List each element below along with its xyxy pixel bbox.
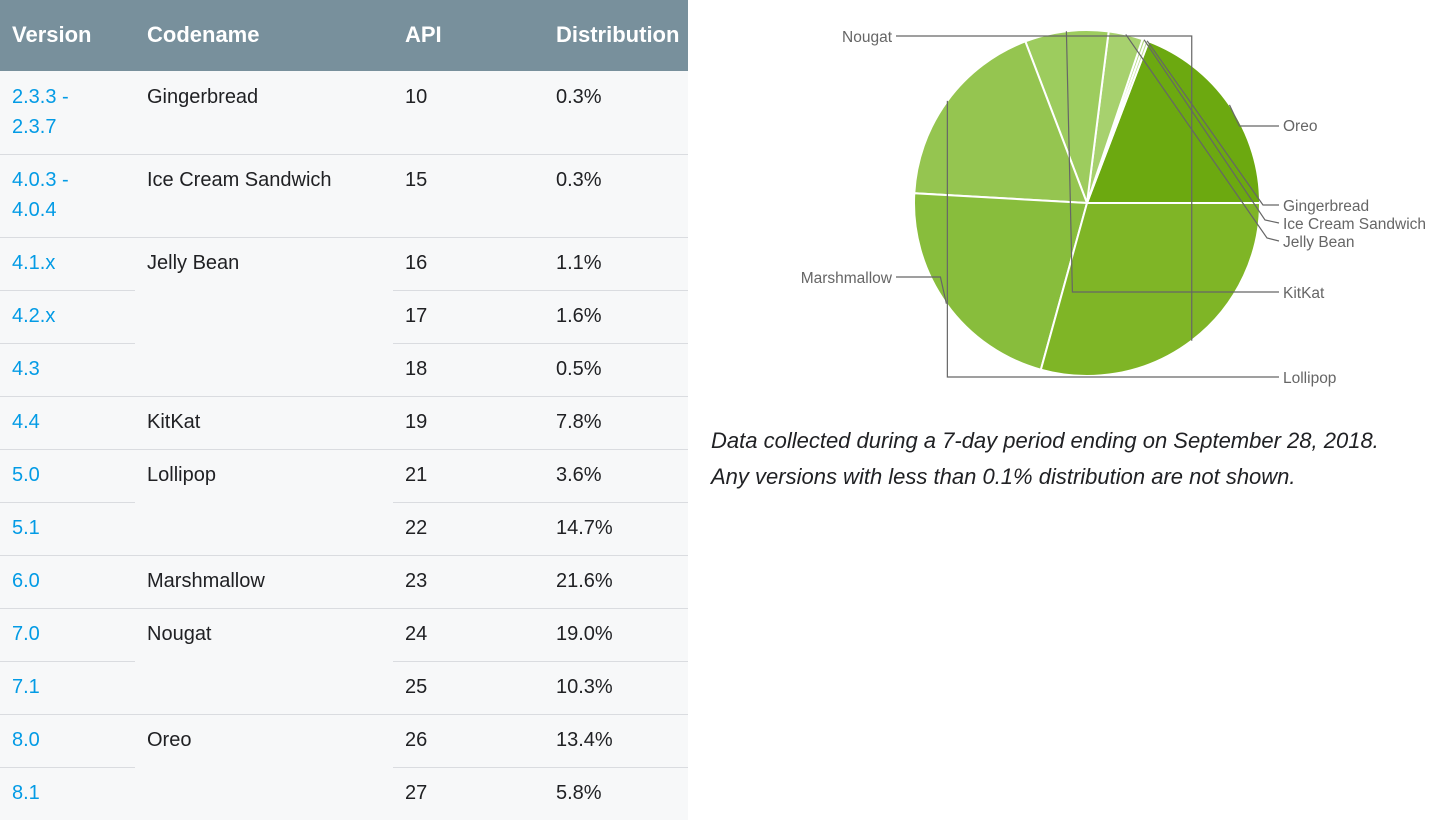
row-divider [0, 502, 135, 503]
codename-cell: Jelly Bean [147, 252, 240, 274]
codename-cell: Lollipop [147, 464, 216, 486]
api-cell: 27 [405, 782, 428, 804]
distribution-cell: 3.6% [556, 464, 602, 486]
version-link[interactable]: 4.0.3 - 4.0.4 [12, 169, 69, 221]
header-distribution: Distribution [556, 22, 680, 47]
distribution-table: Version Codename API Distribution Ginger… [0, 0, 688, 820]
leader-line [1065, 31, 1279, 293]
header-version: Version [12, 22, 92, 47]
pie-label-lollipop: Lollipop [1283, 370, 1336, 387]
codename-cell: Nougat [147, 623, 212, 645]
pie-label-gingerbread: Gingerbread [1283, 198, 1369, 215]
pie-label-kitkat: KitKat [1283, 285, 1325, 302]
caption-line-2: Any versions with less than 0.1% distrib… [711, 464, 1296, 489]
leader-line [896, 35, 1193, 341]
row-divider [0, 767, 135, 768]
distribution-cell: 7.8% [556, 411, 602, 433]
caption-line-1: Data collected during a 7-day period end… [711, 428, 1379, 453]
pie-label-nougat: Nougat [842, 29, 893, 46]
row-divider [0, 714, 688, 715]
version-link[interactable]: 8.1 [12, 782, 40, 804]
api-cell: 16 [405, 252, 428, 274]
row-divider [0, 290, 135, 291]
distribution-cell: 21.6% [556, 570, 613, 592]
distribution-cell: 13.4% [556, 729, 613, 751]
header-api: API [405, 22, 442, 47]
version-link[interactable]: 4.3 [12, 358, 40, 380]
row-divider [0, 343, 135, 344]
distribution-cell: 10.3% [556, 676, 613, 698]
chart-caption: Data collected during a 7-day period end… [711, 423, 1441, 495]
version-link[interactable]: 4.4 [12, 411, 40, 433]
pie-label-oreo: Oreo [1283, 118, 1317, 135]
distribution-cell: 0.3% [556, 169, 602, 191]
row-divider [393, 343, 688, 344]
version-link[interactable]: 7.1 [12, 676, 40, 698]
distribution-cell: 14.7% [556, 517, 613, 539]
leader-line [1125, 34, 1280, 242]
pie-slice-oreo [1085, 40, 1262, 204]
api-cell: 24 [405, 623, 428, 645]
row-divider [0, 449, 688, 450]
row-divider [0, 661, 135, 662]
row-divider [0, 608, 688, 609]
distribution-cell: 0.3% [556, 86, 602, 108]
row-divider [393, 767, 688, 768]
distribution-cell: 1.1% [556, 252, 602, 274]
api-cell: 10 [405, 86, 428, 108]
row-divider [0, 396, 688, 397]
row-divider [393, 661, 688, 662]
api-cell: 25 [405, 676, 428, 698]
codename-cell: Oreo [147, 729, 192, 751]
api-cell: 22 [405, 517, 428, 539]
row-divider [0, 555, 688, 556]
leader-line [946, 100, 1279, 378]
leader-line [896, 276, 947, 304]
version-link[interactable]: 5.1 [12, 517, 40, 539]
api-cell: 21 [405, 464, 428, 486]
distribution-cell: 19.0% [556, 623, 613, 645]
version-link[interactable]: 2.3.3 - 2.3.7 [12, 86, 69, 138]
codename-cell: Ice Cream Sandwich [147, 169, 332, 191]
row-divider [393, 290, 688, 291]
pie-label-jelly-bean: Jelly Bean [1283, 234, 1355, 251]
codename-cell: Marshmallow [147, 570, 265, 592]
version-link[interactable]: 7.0 [12, 623, 40, 645]
pie-label-ice-cream-sandwich: Ice Cream Sandwich [1283, 216, 1426, 233]
header-codename: Codename [147, 22, 260, 47]
version-link[interactable]: 4.2.x [12, 305, 56, 327]
table-header: Version Codename API Distribution [0, 0, 688, 71]
distribution-cell: 5.8% [556, 782, 602, 804]
leader-line [1146, 40, 1279, 206]
leader-line [1228, 104, 1279, 127]
leader-line [1143, 39, 1280, 224]
codename-cell: KitKat [147, 411, 201, 433]
row-divider [0, 237, 688, 238]
pie-label-marshmallow: Marshmallow [801, 270, 893, 287]
api-cell: 23 [405, 570, 428, 592]
version-link[interactable]: 6.0 [12, 570, 40, 592]
api-cell: 19 [405, 411, 428, 433]
distribution-cell: 0.5% [556, 358, 602, 380]
api-cell: 18 [405, 358, 428, 380]
api-cell: 26 [405, 729, 428, 751]
api-cell: 15 [405, 169, 428, 191]
row-divider [0, 154, 688, 155]
version-link[interactable]: 5.0 [12, 464, 40, 486]
version-link[interactable]: 4.1.x [12, 252, 56, 274]
version-link[interactable]: 8.0 [12, 729, 40, 751]
distribution-cell: 1.6% [556, 305, 602, 327]
row-divider [393, 502, 688, 503]
codename-cell: Gingerbread [147, 86, 259, 108]
api-cell: 17 [405, 305, 428, 327]
